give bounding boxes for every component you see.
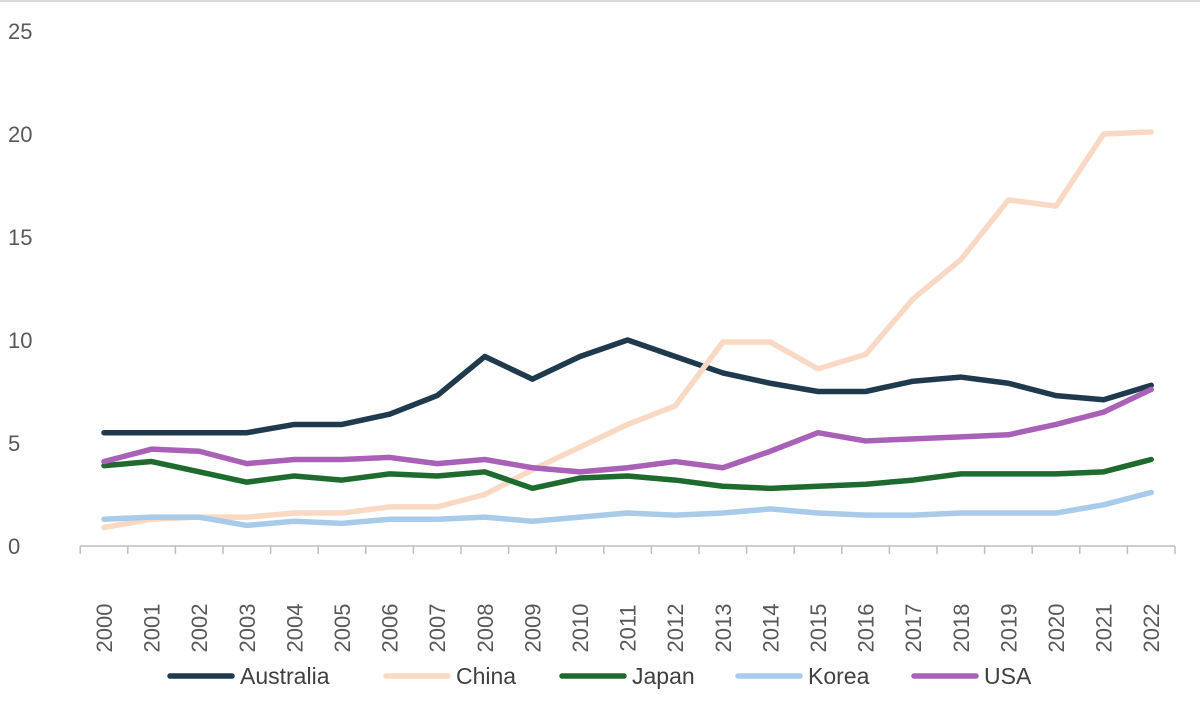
top-border xyxy=(0,0,1200,2)
x-tick-label: 2018 xyxy=(949,604,974,653)
x-tick-label: 2011 xyxy=(616,604,641,651)
x-tick-label: 2008 xyxy=(473,604,498,653)
legend-item-usa: USA xyxy=(911,663,1032,689)
y-tick-label: 10 xyxy=(8,328,32,353)
y-tick-label: 5 xyxy=(8,431,20,456)
y-tick-label: 20 xyxy=(8,122,32,147)
x-axis-labels: 2000 2001 2002 2003 2004 2005 2006 2007 2008 2009… xyxy=(92,604,1164,653)
x-tick-label: 2021 xyxy=(1092,604,1117,653)
y-tick-label: 25 xyxy=(8,19,32,44)
legend-label: Australia xyxy=(240,663,330,689)
legend-label: USA xyxy=(984,663,1032,689)
x-tick-label: 2007 xyxy=(425,604,450,653)
y-axis-labels: 0 5 10 15 20 25 xyxy=(8,19,32,559)
series-line-china xyxy=(101,129,1154,531)
x-tick-label: 2000 xyxy=(92,604,117,653)
series-line-australia xyxy=(101,337,1154,436)
legend-item-australia: Australia xyxy=(167,663,330,689)
x-tick-label: 2019 xyxy=(996,604,1021,653)
x-tick-label: 2005 xyxy=(330,604,355,653)
x-tick-label: 2009 xyxy=(520,604,545,653)
series-line-usa xyxy=(101,386,1154,475)
legend-item-korea: Korea xyxy=(735,663,870,689)
y-tick-label: 0 xyxy=(8,534,20,559)
legend-item-japan: Japan xyxy=(559,663,695,689)
legend: Australia China Japan Korea USA xyxy=(167,663,1032,689)
x-tick-label: 2006 xyxy=(378,604,403,653)
x-axis-ticks xyxy=(79,546,1176,554)
legend-item-china: China xyxy=(383,663,516,689)
x-tick-label: 2004 xyxy=(282,604,307,653)
x-tick-label: 2012 xyxy=(663,604,688,653)
x-tick-label: 2002 xyxy=(187,604,212,653)
x-tick-label: 2015 xyxy=(806,604,831,653)
series-line-japan xyxy=(101,456,1154,492)
legend-label: Japan xyxy=(632,663,695,689)
x-tick-label: 2022 xyxy=(1139,604,1164,653)
x-tick-label: 2013 xyxy=(711,604,736,653)
x-tick-label: 2017 xyxy=(901,604,926,653)
legend-label: China xyxy=(456,663,516,689)
x-tick-label: 2001 xyxy=(140,604,165,653)
x-tick-label: 2020 xyxy=(1044,604,1069,653)
x-tick-label: 2016 xyxy=(854,604,879,653)
x-tick-label: 2003 xyxy=(235,604,260,653)
x-tick-label: 2010 xyxy=(568,604,593,653)
y-tick-label: 15 xyxy=(8,225,32,250)
x-tick-label: 2014 xyxy=(758,604,783,653)
series-lines xyxy=(101,129,1154,531)
series-line-korea xyxy=(101,489,1154,529)
legend-label: Korea xyxy=(808,663,870,689)
